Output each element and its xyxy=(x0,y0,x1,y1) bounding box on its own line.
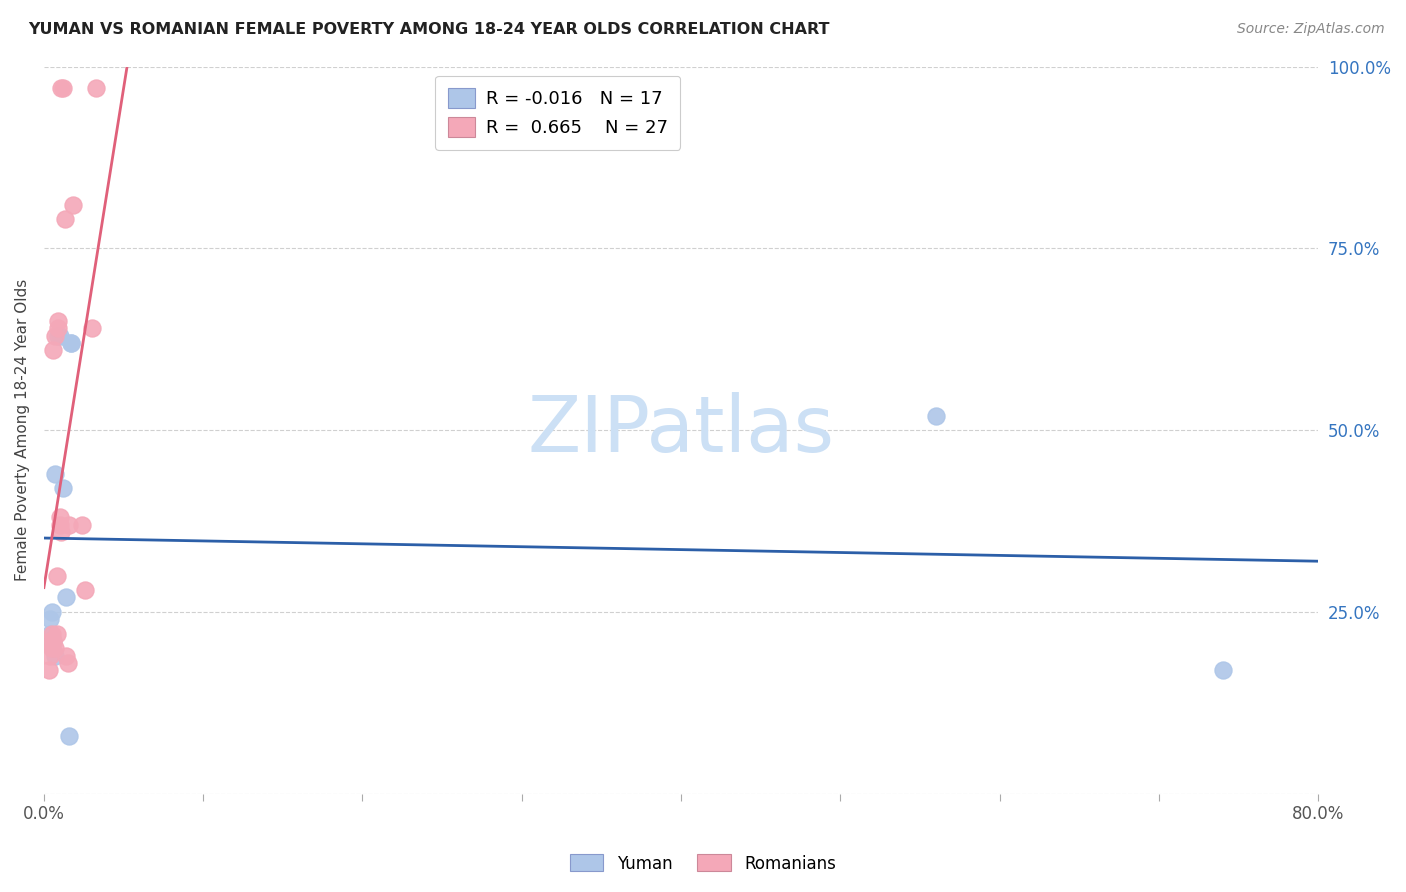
Point xyxy=(39,626,62,640)
Point xyxy=(38,663,60,677)
Point xyxy=(42,343,65,358)
Point xyxy=(39,612,62,626)
Point xyxy=(41,641,63,656)
Point xyxy=(38,634,60,648)
Point xyxy=(59,335,82,350)
Point xyxy=(80,321,103,335)
Point xyxy=(46,328,69,343)
Point xyxy=(39,634,62,648)
Point xyxy=(56,656,79,670)
Point xyxy=(1212,663,1234,677)
Point xyxy=(49,328,72,343)
Text: ZIPatlas: ZIPatlas xyxy=(527,392,835,468)
Point xyxy=(58,729,80,743)
Point xyxy=(55,648,77,663)
Point xyxy=(59,335,82,350)
Point xyxy=(53,212,76,227)
Text: YUMAN VS ROMANIAN FEMALE POVERTY AMONG 18-24 YEAR OLDS CORRELATION CHART: YUMAN VS ROMANIAN FEMALE POVERTY AMONG 1… xyxy=(28,22,830,37)
Point xyxy=(44,467,66,481)
Point xyxy=(52,481,75,495)
Point xyxy=(42,634,65,648)
Point xyxy=(70,517,93,532)
Point xyxy=(41,605,63,619)
Legend: R = -0.016   N = 17, R =  0.665    N = 27: R = -0.016 N = 17, R = 0.665 N = 27 xyxy=(436,76,681,150)
Point xyxy=(55,591,77,605)
Point xyxy=(44,648,66,663)
Point xyxy=(925,409,948,423)
Point xyxy=(41,626,63,640)
Point xyxy=(44,328,66,343)
Point xyxy=(62,198,84,212)
Point xyxy=(52,81,75,95)
Point xyxy=(49,517,72,532)
Y-axis label: Female Poverty Among 18-24 Year Olds: Female Poverty Among 18-24 Year Olds xyxy=(15,279,30,582)
Point xyxy=(45,568,67,582)
Point xyxy=(51,524,73,539)
Point xyxy=(42,634,65,648)
Point xyxy=(51,81,73,95)
Legend: Yuman, Romanians: Yuman, Romanians xyxy=(564,847,842,880)
Text: Source: ZipAtlas.com: Source: ZipAtlas.com xyxy=(1237,22,1385,37)
Point xyxy=(75,583,97,598)
Point xyxy=(45,626,67,640)
Point xyxy=(44,641,66,656)
Point xyxy=(49,510,72,524)
Point xyxy=(46,314,69,328)
Point xyxy=(86,81,108,95)
Point xyxy=(41,641,63,656)
Point xyxy=(46,321,69,335)
Point xyxy=(39,648,62,663)
Point xyxy=(58,517,80,532)
